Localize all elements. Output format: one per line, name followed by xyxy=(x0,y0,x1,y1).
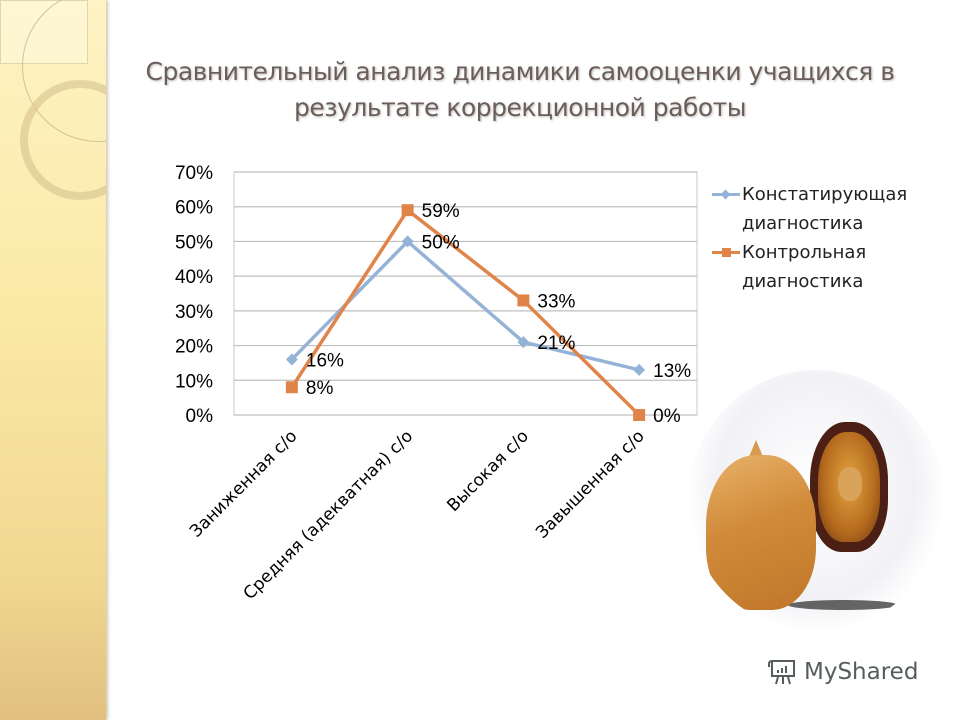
data-label: 50% xyxy=(422,232,460,253)
data-label: 59% xyxy=(422,201,460,222)
legend-label: Контрольная xyxy=(742,242,867,263)
data-label: 33% xyxy=(537,291,575,312)
data-label: 0% xyxy=(653,406,681,427)
legend-label-cont: диагностика xyxy=(742,271,864,292)
data-label: 16% xyxy=(306,350,344,371)
x-category-label: Завышенная с/о xyxy=(532,426,648,542)
legend-diamond-icon xyxy=(712,189,740,200)
square-marker-icon xyxy=(517,294,530,307)
data-label: 8% xyxy=(306,378,334,399)
decorative-ring-thick xyxy=(20,80,106,200)
decorative-sidebar xyxy=(0,0,106,720)
diamond-marker-icon xyxy=(633,363,646,376)
mirror-stand-shadow xyxy=(788,600,898,610)
watermark: MyShared xyxy=(768,658,918,686)
mirror-icon xyxy=(810,422,888,552)
legend-label-cont: диагностика xyxy=(742,213,864,234)
watermark-text: MyShared xyxy=(804,659,919,685)
y-tick-label: 40% xyxy=(175,267,213,288)
diamond-marker-icon xyxy=(517,336,530,349)
y-tick-label: 50% xyxy=(175,232,213,253)
legend-square-icon xyxy=(712,248,740,258)
legend-item-series-2: Контрольная диагностика xyxy=(712,238,952,296)
diamond-marker-icon xyxy=(401,235,414,248)
y-tick-label: 20% xyxy=(175,337,213,358)
chart-gridlines xyxy=(233,171,698,416)
kitten-lion-mirror-image xyxy=(688,370,944,632)
chart-series xyxy=(285,204,646,421)
data-label: 21% xyxy=(537,333,575,354)
presentation-board-icon xyxy=(768,660,795,685)
square-marker-icon xyxy=(633,409,646,421)
square-marker-icon xyxy=(401,204,414,217)
diamond-marker-icon xyxy=(285,353,298,366)
series-line xyxy=(290,208,641,417)
legend-label: Констатирующая xyxy=(742,184,908,205)
y-tick-label: 70% xyxy=(175,163,213,184)
slide-title-line-1: Сравнительный анализ динамики самооценки… xyxy=(145,57,895,86)
y-tick-label: 10% xyxy=(175,371,213,392)
data-labels: 16% 50% 21% 13% 8% 59% 33% 0% xyxy=(306,201,691,427)
y-tick-label: 60% xyxy=(175,198,213,219)
slide-title: Сравнительный анализ динамики самооценки… xyxy=(110,54,930,126)
chart-legend: Констатирующая диагностика Контрольная д… xyxy=(712,180,952,296)
y-axis-ticks: 0% 10% 20% 30% 40% 50% 60% 70% xyxy=(175,163,213,427)
lion-reflection xyxy=(818,432,880,542)
y-tick-label: 30% xyxy=(175,302,213,323)
x-category-label: Заниженная с/о xyxy=(186,426,301,541)
slide-title-line-2: результате коррекционной работы xyxy=(294,93,746,122)
y-tick-label: 0% xyxy=(186,406,214,427)
kitten-icon xyxy=(706,455,816,610)
lion-face xyxy=(838,467,862,501)
legend-item-series-1: Констатирующая диагностика xyxy=(712,180,952,238)
square-marker-icon xyxy=(285,381,298,394)
x-category-label: Высокая с/о xyxy=(443,426,533,516)
data-label: 13% xyxy=(653,361,691,382)
